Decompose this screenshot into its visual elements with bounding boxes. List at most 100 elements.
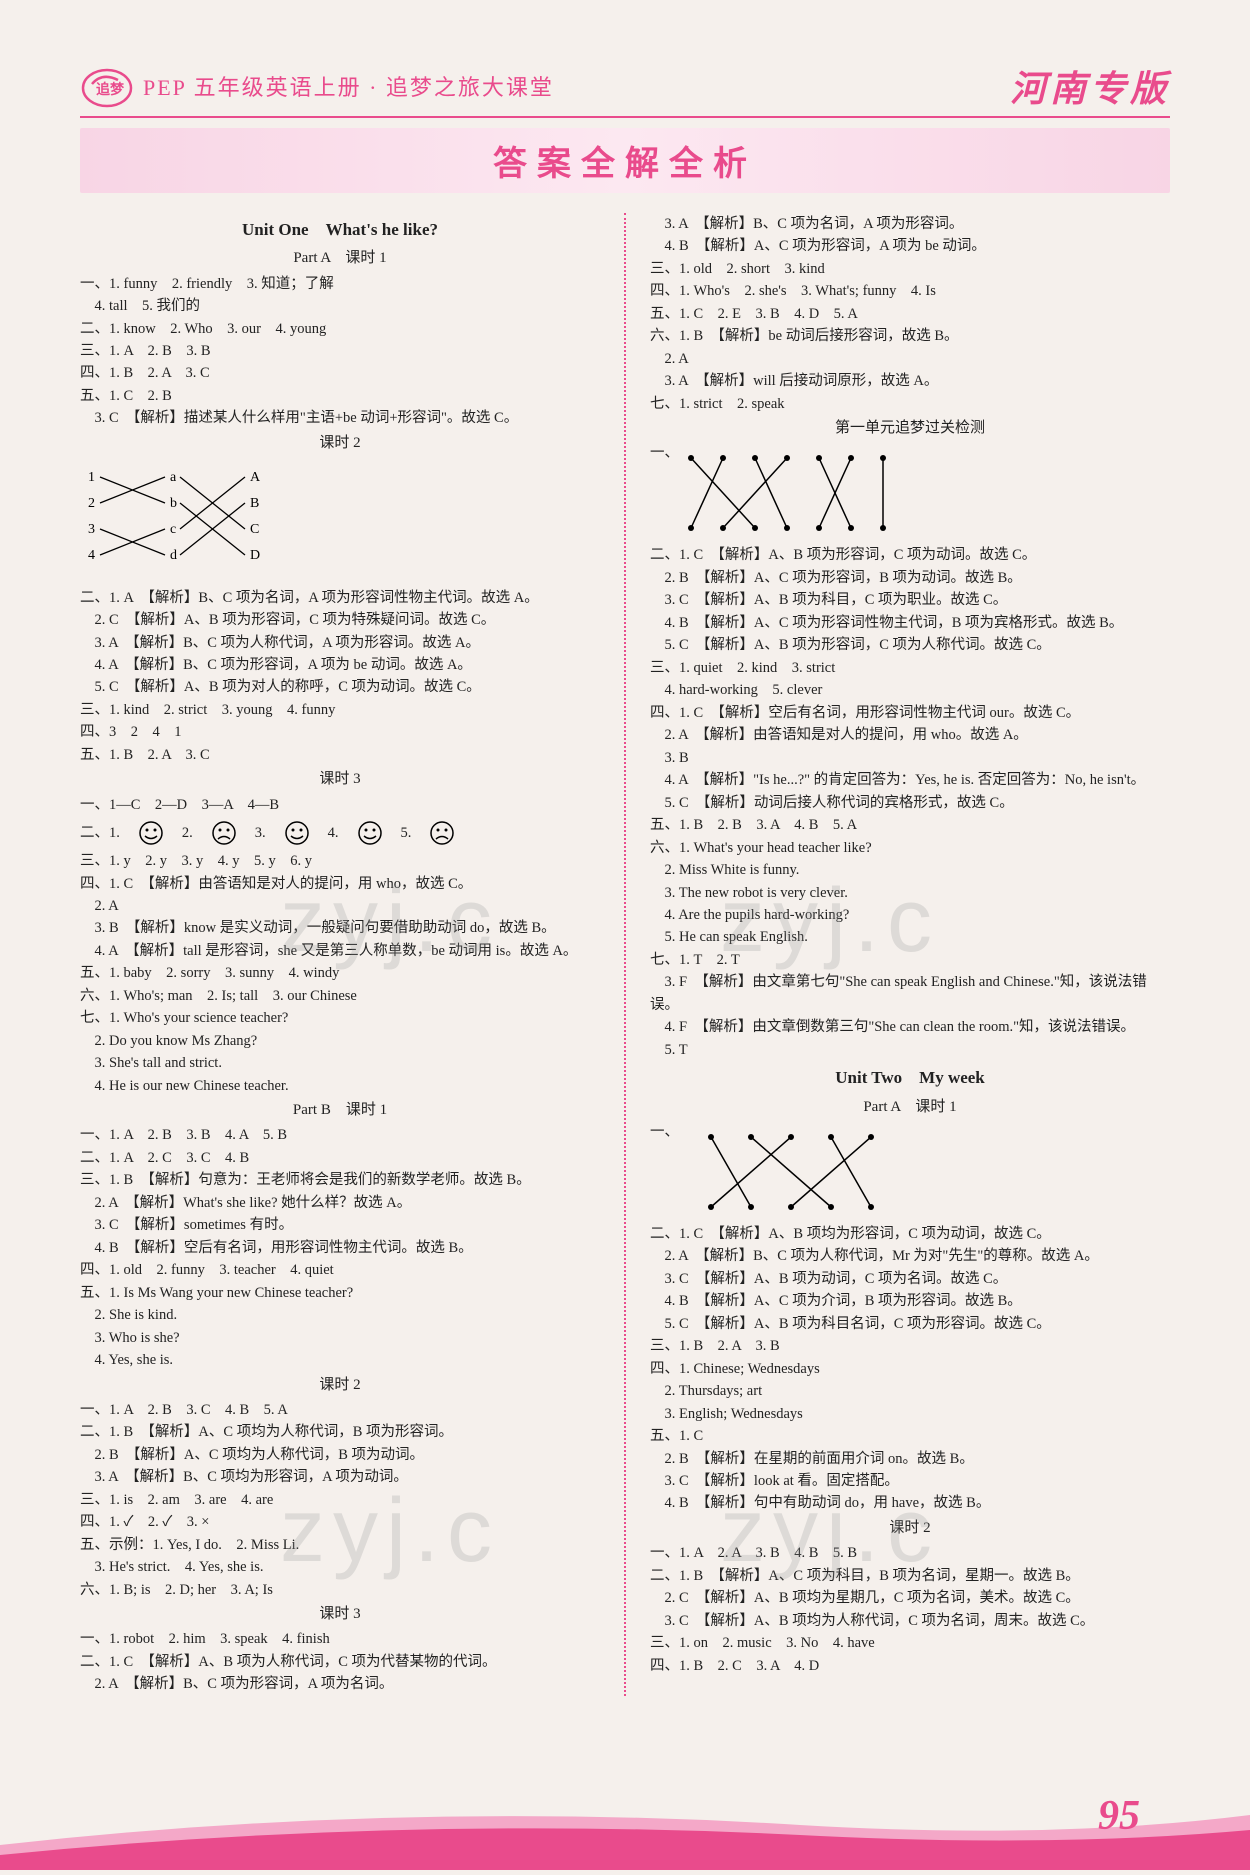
answer-line: 5. C 【解析】A、B 项为科目名词，C 项为形容词。故选 C。: [650, 1313, 1170, 1335]
svg-text:a: a: [170, 470, 177, 485]
answer-line: 3. C 【解析】sometimes 有时。: [80, 1214, 600, 1236]
part-title: Part A 课时 1: [650, 1096, 1170, 1119]
right-column: 3. A 【解析】B、C 项为名词，A 项为形容词。 4. B 【解析】A、C …: [650, 213, 1170, 1696]
answer-line: 5. C 【解析】A、B 项为形容词，C 项为人称代词。故选 C。: [650, 634, 1170, 656]
answer-line: 三、1. is 2. am 3. are 4. are: [80, 1489, 600, 1511]
answer-line: 三、1. A 2. B 3. B: [80, 340, 600, 362]
section-title: 课时 3: [80, 768, 600, 791]
answer-line: 三、1. y 2. y 3. y 4. y 5. y 6. y: [80, 850, 600, 872]
answer-line: 六、1. B 【解析】be 动词后接形容词，故选 B。: [650, 325, 1170, 347]
svg-text:d: d: [170, 548, 177, 563]
svg-text:C: C: [250, 522, 259, 537]
svg-text:2: 2: [88, 496, 95, 511]
answer-line: 二、1. B 【解析】A、C 项均为人称代词，B 项为形容词。: [80, 1421, 600, 1443]
svg-text:3: 3: [88, 522, 95, 537]
answer-line: 3. C 【解析】A、B 项均为人称代词，C 项为名词，周末。故选 C。: [650, 1610, 1170, 1632]
answer-line: 七、1. strict 2. speak: [650, 393, 1170, 415]
svg-text:b: b: [170, 496, 177, 511]
answer-line: 一、1—C 2—D 3—A 4—B: [80, 794, 600, 816]
part-title: Part B 课时 1: [80, 1099, 600, 1122]
smiley-sad-icon: [211, 820, 237, 846]
answer-line: 一、1. robot 2. him 3. speak 4. finish: [80, 1628, 600, 1650]
answer-line: 四、1. Chinese; Wednesdays: [650, 1358, 1170, 1380]
test-title: 第一单元追梦过关检测: [650, 417, 1170, 440]
answer-line: 3. C 【解析】A、B 项为科目，C 项为职业。故选 C。: [650, 589, 1170, 611]
answer-line: 四、1. C 【解析】空后有名词，用形容词性物主代词 our。故选 C。: [650, 702, 1170, 724]
page-header: 追梦 PEP 五年级英语上册 · 追梦之旅大课堂 河南专版: [80, 60, 1170, 118]
answer-line: 3. A 【解析】B、C 项为人称代词，A 项为形容词。故选 A。: [80, 632, 600, 654]
answer-line: 3. B: [650, 747, 1170, 769]
answer-line: 六、1. Who's; man 2. Is; tall 3. our Chine…: [80, 985, 600, 1007]
answer-line: 五、1. Is Ms Wang your new Chinese teacher…: [80, 1282, 600, 1304]
answer-line: 3. A 【解析】B、C 项均为形容词，A 项为动词。: [80, 1466, 600, 1488]
svg-text:1: 1: [88, 470, 95, 485]
answer-line: 五、1. C 2. E 3. B 4. D 5. A: [650, 303, 1170, 325]
answer-line: 3. C 【解析】look at 看。固定搭配。: [650, 1470, 1170, 1492]
answer-line: 四、1. B 2. C 3. A 4. D: [650, 1655, 1170, 1677]
answer-line: 3. C 【解析】A、B 项为动词，C 项为名词。故选 C。: [650, 1268, 1170, 1290]
answer-line: 4. B 【解析】A、C 项为形容词，A 项为 be 动词。: [650, 235, 1170, 257]
answer-line: 三、1. old 2. short 3. kind: [650, 258, 1170, 280]
answer-line: 五、1. B 2. A 3. C: [80, 744, 600, 766]
footer-curve-icon: [0, 1790, 1250, 1870]
answer-line: 五、1. C 2. B: [80, 385, 600, 407]
answer-line: 5. T: [650, 1039, 1170, 1061]
answer-line: 3. F 【解析】由文章第七句"She can speak English an…: [650, 971, 1170, 1016]
answer-line: 2. Miss White is funny.: [650, 859, 1170, 881]
answer-line: 五、1. C: [650, 1425, 1170, 1447]
answer-line: 2. A 【解析】B、C 项为形容词，A 项为名词。: [80, 1673, 600, 1695]
answer-line: 2. Do you know Ms Zhang?: [80, 1030, 600, 1052]
matching-diagram: 1aA 2bB 3cC 4dD: [80, 463, 280, 573]
answer-line: 2. A: [650, 348, 1170, 370]
answer-line: 4. A 【解析】"Is he...?" 的肯定回答为：Yes, he is. …: [650, 769, 1170, 791]
row-label: 5.: [401, 822, 412, 844]
smiley-sad-icon: [429, 820, 455, 846]
section-title: 课时 2: [80, 432, 600, 455]
answer-line: 三、1. B 【解析】句意为：王老师将会是我们的新数学老师。故选 B。: [80, 1169, 600, 1191]
answer-line: 四、1. C 【解析】由答语知是对人的提问，用 who，故选 C。: [80, 873, 600, 895]
answer-line: 4. Are the pupils hard-working?: [650, 904, 1170, 926]
answer-line: 六、1. B; is 2. D; her 3. A; Is: [80, 1579, 600, 1601]
answer-line: 2. C 【解析】A、B 项为形容词，C 项为特殊疑问词。故选 C。: [80, 609, 600, 631]
answer-line: 2. B 【解析】在星期的前面用介词 on。故选 B。: [650, 1448, 1170, 1470]
answer-line: 四、1. Who's 2. she's 3. What's; funny 4. …: [650, 280, 1170, 302]
answer-line: 4. A 【解析】B、C 项为形容词，A 项为 be 动词。故选 A。: [80, 654, 600, 676]
answer-line: 一、1. A 2. B 3. C 4. B 5. A: [80, 1399, 600, 1421]
main-title: 答案全解全析: [493, 146, 757, 183]
answer-line: 4. A 【解析】tall 是形容词，she 又是第三人称单数，be 动词用 i…: [80, 940, 600, 962]
unit-title: Unit Two My week: [650, 1065, 1170, 1091]
answer-line: 二、1. B 【解析】A、C 项为科目，B 项为名词，星期一。故选 B。: [650, 1565, 1170, 1587]
answer-line: 五、1. baby 2. sorry 3. sunny 4. windy: [80, 962, 600, 984]
svg-text:D: D: [250, 548, 260, 563]
answer-line: 4. B 【解析】A、C 项为形容词性物主代词，B 项为宾格形式。故选 B。: [650, 612, 1170, 634]
answer-line: 三、1. kind 2. strict 3. young 4. funny: [80, 699, 600, 721]
answer-line: 5. He can speak English.: [650, 926, 1170, 948]
answer-line: 一、1. A 2. A 3. B 4. B 5. B: [650, 1542, 1170, 1564]
answer-line: 二、1. A 【解析】B、C 项为名词，A 项为形容词性物主代词。故选 A。: [80, 587, 600, 609]
answer-line: 二、1. C 【解析】A、B 项均为形容词，C 项为动词，故选 C。: [650, 1223, 1170, 1245]
answer-line: 一、1. funny 2. friendly 3. 知道；了解: [80, 273, 600, 295]
answer-line: 3. C 【解析】描述某人什么样用"主语+be 动词+形容词"。故选 C。: [80, 407, 600, 429]
answer-line: 3. A 【解析】B、C 项为名词，A 项为形容词。: [650, 213, 1170, 235]
answer-line: 七、1. Who's your science teacher?: [80, 1007, 600, 1029]
answer-line: 2. B 【解析】A、C 项为形容词，B 项为动词。故选 B。: [650, 567, 1170, 589]
row-label: 二、1.: [80, 822, 120, 844]
edition-label: 河南专版: [1010, 60, 1170, 112]
answer-line: 2. A 【解析】由答语知是对人的提问，用 who。故选 A。: [650, 724, 1170, 746]
row-label: 一、: [650, 1121, 679, 1143]
answer-line: 六、1. What's your head teacher like?: [650, 837, 1170, 859]
smiley-row: 二、1. 2. 3. 4. 5.: [80, 820, 600, 846]
answer-line: 二、1. know 2. Who 3. our 4. young: [80, 318, 600, 340]
answer-line: 五、示例：1. Yes, I do. 2. Miss Li.: [80, 1534, 600, 1556]
answer-line: 3. She's tall and strict.: [80, 1052, 600, 1074]
answer-line: 5. C 【解析】A、B 项为对人的称呼，C 项为动词。故选 C。: [80, 676, 600, 698]
row-label: 2.: [182, 822, 193, 844]
answer-line: 二、1. C 【解析】A、B 项为形容词，C 项为动词。故选 C。: [650, 544, 1170, 566]
smiley-happy-icon: [138, 820, 164, 846]
answer-line: 4. F 【解析】由文章倒数第三句"She can clean the room…: [650, 1016, 1170, 1038]
matching-diagram: [679, 1127, 899, 1217]
row-label: 4.: [328, 822, 339, 844]
svg-text:A: A: [250, 470, 261, 485]
section-title: 课时 2: [650, 1517, 1170, 1540]
answer-line: 2. She is kind.: [80, 1304, 600, 1326]
